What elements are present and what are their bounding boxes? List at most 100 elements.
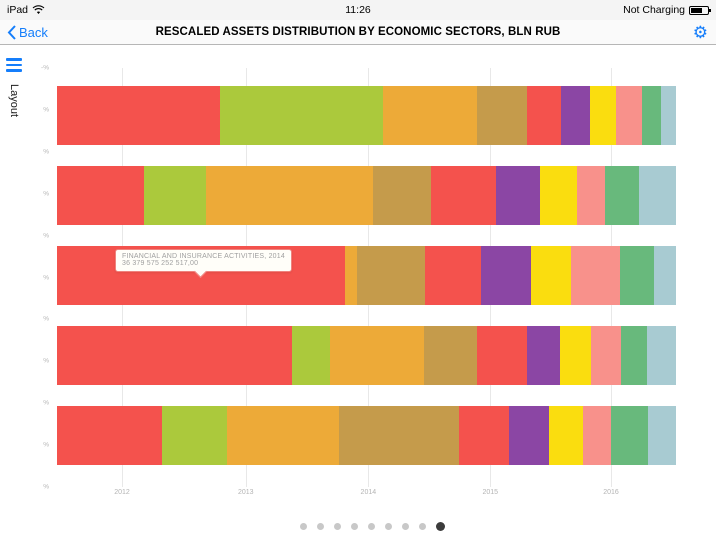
bar-segment[interactable] [382,86,477,145]
y-axis-tick-label: % [43,106,49,114]
bar-row-1 [57,86,676,145]
bar-segment[interactable] [638,166,676,225]
sidebar: Layout [0,45,28,537]
back-button[interactable]: Back [7,25,48,40]
bar-segment[interactable] [292,326,330,385]
settings-gear-icon[interactable]: ⚙ [692,23,708,42]
bar-segment[interactable] [620,246,655,305]
bar-segment[interactable] [560,86,590,145]
status-time: 11:26 [345,4,371,16]
status-bar: iPad 11:26 Not Charging [0,0,716,20]
nav-bar: Back RESCALED ASSETS DISTRIBUTION BY ECO… [0,20,716,45]
bar-row-2 [57,166,676,225]
content: Layout -%%%%%%%%%%% 2012 2013 2014 2015 2016… [0,45,716,537]
bar-segment[interactable] [654,246,676,305]
bar-segment[interactable] [508,406,550,465]
bar-segment[interactable] [227,406,339,465]
y-axis-labels: -%%%%%%%%%%% [28,64,53,491]
tooltip-title: FINANCIAL AND INSURANCE ACTIVITIES, 2014 [122,253,285,260]
back-label: Back [19,24,48,40]
y-axis-tick-label: -% [41,64,49,72]
bar-segment[interactable] [57,326,293,385]
bar-rows [57,68,676,487]
bar-segment[interactable] [620,326,647,385]
bar-segment[interactable] [57,86,220,145]
bar-segment[interactable] [476,86,527,145]
tooltip-value: 36 379 575 252 517,00 [122,260,199,267]
bar-row-5 [57,406,676,465]
bar-segment[interactable] [344,246,358,305]
pagination-dot-1[interactable] [299,523,307,530]
x-axis-tick-label: 2013 [237,489,254,496]
sidebar-layout-label: Layout [8,83,20,117]
bar-segment[interactable] [641,86,662,145]
bar-segment[interactable] [372,166,432,225]
tooltip: FINANCIAL AND INSURANCE ACTIVITIES, 2014… [115,249,292,272]
wifi-icon [32,5,45,14]
bar-segment[interactable] [57,406,163,465]
bar-segment[interactable] [570,246,621,305]
battery-status-label: Not Charging [623,4,685,16]
bar-segment[interactable] [480,246,531,305]
page-title: RESCALED ASSETS DISTRIBUTION BY ECONOMIC… [155,26,561,38]
bar-segment[interactable] [576,166,605,225]
y-axis-tick-label: % [43,399,49,407]
pagination-dot-8[interactable] [418,523,426,530]
bar-segment[interactable] [539,166,577,225]
bar-segment[interactable] [661,86,676,145]
y-axis-tick-label: % [43,357,49,365]
bar-segment[interactable] [530,246,571,305]
pagination-dot-7[interactable] [401,523,409,530]
y-axis-tick-label: % [43,441,49,449]
bar-segment[interactable] [615,86,642,145]
y-axis-tick-label: % [43,148,49,156]
x-axis-labels: 2012 2013 2014 2015 2016 [57,489,676,501]
bar-segment[interactable] [527,326,561,385]
y-axis-tick-label: % [43,274,49,281]
bar-segment[interactable] [205,166,373,225]
bar-segment[interactable] [425,246,481,305]
bar-segment[interactable] [162,406,228,465]
pagination-dot-6[interactable] [384,523,392,530]
bar-segment[interactable] [589,86,616,145]
bar-segment[interactable] [338,406,460,465]
bar-segment[interactable] [143,166,206,225]
pagination-dot-9[interactable] [435,522,445,531]
bar-segment[interactable] [477,326,528,385]
bar-segment[interactable] [431,166,497,225]
back-chevron-icon [7,24,16,40]
plot [57,68,676,487]
bar-segment[interactable] [57,166,144,225]
pagination-dot-4[interactable] [350,523,358,530]
y-axis-tick-label: % [43,315,49,323]
bar-segment[interactable] [646,326,676,385]
bar-segment[interactable] [549,406,584,465]
chart-area: -%%%%%%%%%%% 2012 2013 2014 2015 2016 FINANC… [28,45,716,537]
bar-segment[interactable] [496,166,540,225]
battery-fill [691,7,703,13]
pagination-dot-3[interactable] [333,523,341,530]
bar-segment[interactable] [329,326,425,385]
menu-icon[interactable] [6,58,22,72]
bar-segment[interactable] [560,326,592,385]
bar-segment[interactable] [424,326,478,385]
y-axis-tick-label: % [43,232,49,240]
bar-segment[interactable] [357,246,426,305]
x-axis-tick-label: 2014 [360,489,377,496]
x-axis-tick-label: 2016 [603,489,619,496]
bar-segment[interactable] [604,166,639,225]
pagination-dot-5[interactable] [367,523,375,530]
device-label: iPad [7,4,29,16]
bar-segment[interactable] [219,86,383,145]
bar-segment[interactable] [583,406,611,465]
bar-row-4 [57,326,676,385]
bar-segment[interactable] [459,406,509,465]
status-right: Not Charging [623,4,711,16]
bar-segment[interactable] [648,406,676,465]
bar-segment[interactable] [591,326,621,385]
pagination-dot-2[interactable] [316,523,324,530]
bar-segment[interactable] [526,86,561,145]
bar-segment[interactable] [610,406,649,465]
x-axis-tick-label: 2015 [482,489,499,496]
